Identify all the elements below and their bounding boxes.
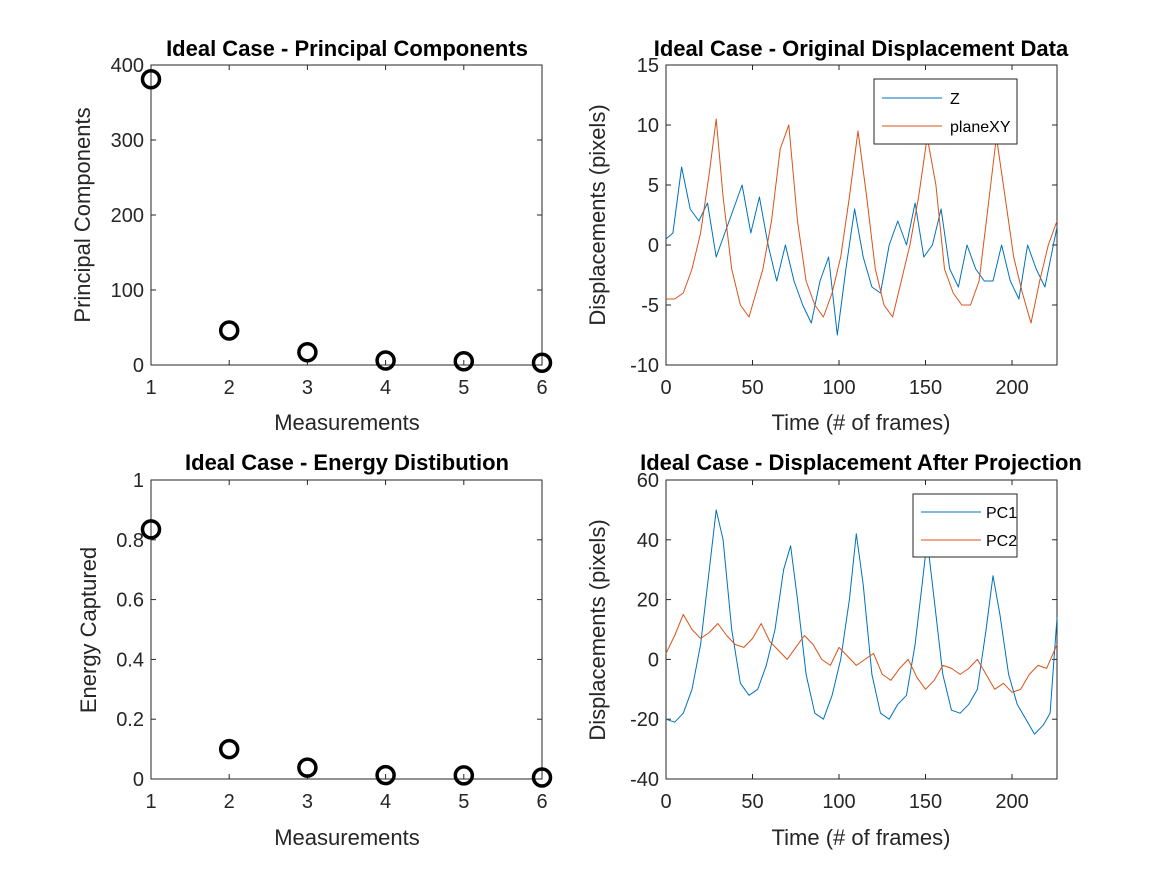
- x-tick-label: 3: [302, 791, 313, 813]
- y-axis-label: Displacements (pixels): [585, 104, 610, 325]
- legend-label-planexy: planeXY: [950, 119, 1011, 136]
- x-tick-label: 2: [224, 791, 235, 813]
- x-tick-label: 150: [909, 791, 942, 813]
- x-tick-label: 5: [458, 791, 469, 813]
- chart-title: Ideal Case - Original Displacement Data: [654, 36, 1069, 61]
- x-tick-label: 0: [660, 791, 671, 813]
- data-point: [375, 350, 396, 371]
- y-tick-label: -40: [630, 769, 659, 791]
- legend-label-z: Z: [950, 91, 960, 108]
- legend: PC1 PC2: [912, 493, 1018, 558]
- plot-area: 1 2 3 4 5 6 0 0.2 0.4 0.6 0.8 1: [116, 470, 553, 813]
- series-line-planexy: [666, 118, 1058, 324]
- y-tick-label: 0.6: [116, 590, 144, 612]
- data-point: [297, 757, 318, 778]
- series-line-pc2: [665, 614, 1058, 693]
- plot-area: 0 50 100 150 200 -40 -20 0 20 40 60: [630, 470, 1058, 813]
- x-axis-label: Measurements: [274, 410, 420, 435]
- x-tick-label: 3: [302, 377, 313, 399]
- x-tick-label: 4: [380, 377, 391, 399]
- legend-label-pc2: PC2: [986, 533, 1017, 550]
- legend-label-pc1: PC1: [986, 505, 1017, 522]
- series-line-pc1: [665, 509, 1058, 735]
- data-point: [218, 320, 240, 341]
- y-tick-label: 400: [111, 55, 144, 77]
- y-tick-label: 0.8: [116, 530, 144, 552]
- x-tick-label: 1: [145, 791, 156, 813]
- plot-area: 0 50 100 150 200 -10 -5 0 5 10 15: [630, 55, 1058, 399]
- data-point: [375, 764, 396, 786]
- y-tick-label: 0: [648, 235, 659, 257]
- legend-box: [912, 493, 1018, 558]
- y-tick-label: 1: [133, 470, 144, 492]
- x-tick-label: 50: [741, 791, 763, 813]
- chart-title: Ideal Case - Energy Distibution: [185, 450, 509, 475]
- y-tick-label: 5: [648, 175, 659, 197]
- data-point: [453, 765, 475, 786]
- y-tick-label: 0: [133, 355, 144, 377]
- data-point: [140, 519, 162, 540]
- y-tick-label: -5: [641, 295, 659, 317]
- y-axis-label: Energy Captured: [76, 547, 101, 713]
- axes-box: [665, 64, 1058, 366]
- x-tick-label: 200: [995, 791, 1028, 813]
- x-tick-label: 100: [822, 377, 855, 399]
- y-tick-label: 60: [637, 470, 659, 492]
- y-tick-label: 20: [637, 590, 659, 612]
- x-axis-label: Measurements: [274, 825, 420, 850]
- y-tick-label: 0.2: [116, 709, 144, 731]
- data-point: [531, 767, 553, 788]
- x-tick-label: 0: [660, 377, 671, 399]
- axes-box: [665, 479, 1058, 780]
- plot-area: 1 2 3 4 5 6 0 100 200 300 400: [111, 55, 553, 399]
- y-tick-label: 40: [637, 530, 659, 552]
- projection-displacement-chart: Ideal Case - Displacement After Projecti…: [585, 450, 1082, 850]
- data-point: [297, 342, 318, 363]
- x-tick-label: 2: [224, 377, 235, 399]
- x-tick-label: 1: [145, 377, 156, 399]
- x-tick-label: 6: [536, 377, 547, 399]
- principal-components-chart: Ideal Case - Principal Components Measur…: [70, 36, 553, 435]
- legend-box: [873, 78, 1018, 145]
- data-point: [453, 351, 475, 372]
- x-axis-label: Time (# of frames): [772, 825, 951, 850]
- data-point: [531, 352, 553, 373]
- x-tick-label: 5: [458, 377, 469, 399]
- y-axis-label: Principal Components: [70, 107, 95, 322]
- x-tick-label: 150: [909, 377, 942, 399]
- y-tick-label: 0: [133, 769, 144, 791]
- data-point: [218, 738, 240, 760]
- axes-box: [150, 479, 543, 780]
- y-tick-label: -10: [630, 355, 659, 377]
- chart-title: Ideal Case - Displacement After Projecti…: [640, 450, 1082, 475]
- y-tick-label: 100: [111, 280, 144, 302]
- original-displacement-chart: Ideal Case - Original Displacement Data …: [585, 36, 1069, 435]
- energy-distribution-chart: Ideal Case - Energy Distibution Measurem…: [76, 450, 553, 850]
- legend: Z planeXY: [873, 78, 1018, 145]
- x-tick-label: 6: [536, 791, 547, 813]
- y-tick-label: 0.4: [116, 649, 144, 671]
- x-tick-label: 100: [822, 791, 855, 813]
- y-tick-label: 15: [637, 55, 659, 77]
- y-tick-label: -20: [630, 709, 659, 731]
- y-tick-label: 0: [648, 649, 659, 671]
- y-tick-label: 10: [637, 115, 659, 137]
- y-axis-label: Displacements (pixels): [585, 519, 610, 740]
- y-tick-label: 300: [111, 130, 144, 152]
- series-line-z: [665, 166, 1058, 336]
- data-point: [140, 69, 162, 90]
- y-tick-label: 200: [111, 205, 144, 227]
- x-tick-label: 50: [741, 377, 763, 399]
- chart-title: Ideal Case - Principal Components: [166, 36, 528, 61]
- x-axis-label: Time (# of frames): [772, 410, 951, 435]
- x-tick-label: 200: [995, 377, 1028, 399]
- x-tick-label: 4: [380, 791, 391, 813]
